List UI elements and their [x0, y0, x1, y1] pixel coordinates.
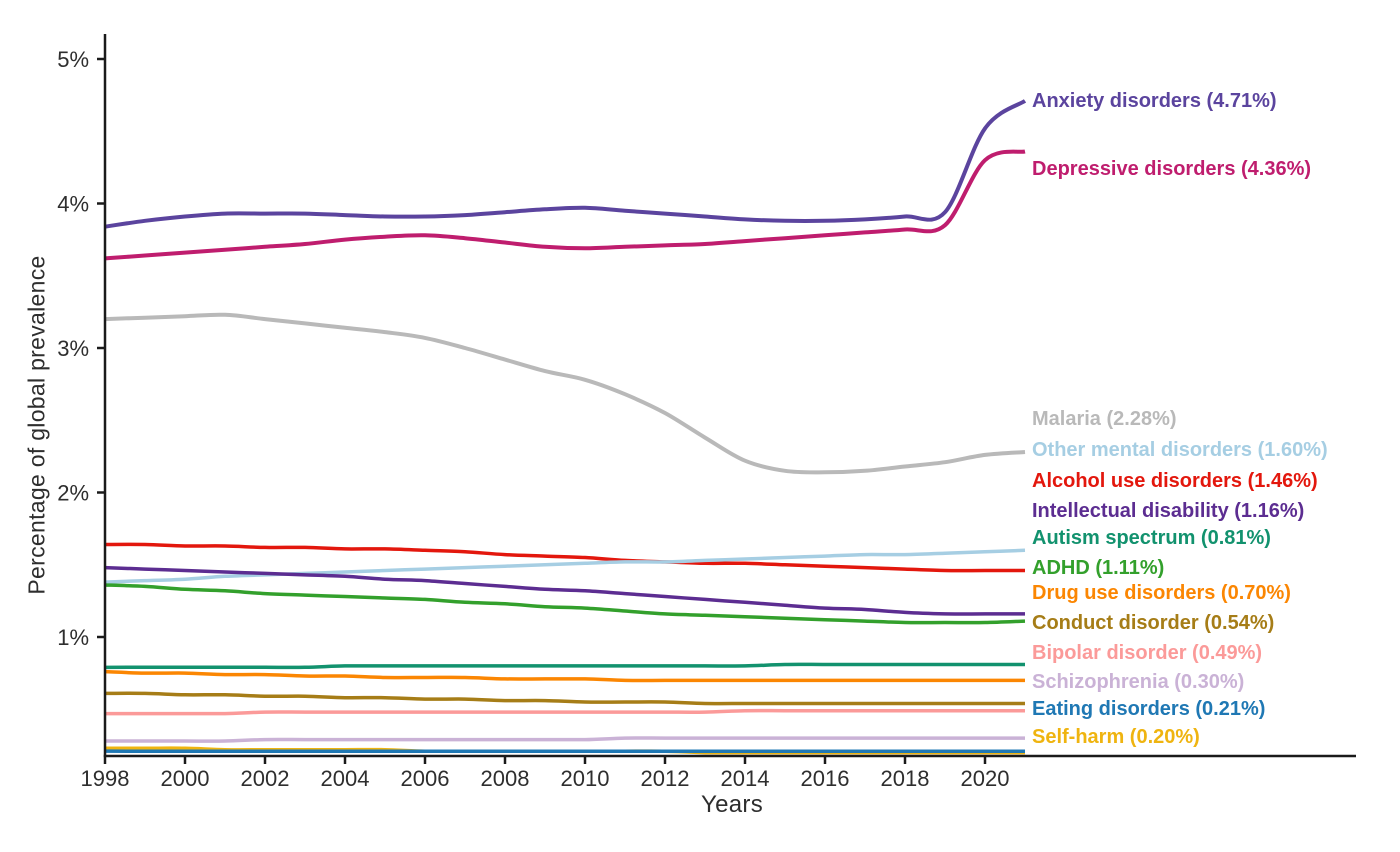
line-conduct-disorder [104, 691, 1025, 706]
x-tick-label-2012: 2012 [641, 766, 690, 791]
x-tick-label-2004: 2004 [321, 766, 370, 791]
series-label-malaria: Malaria (2.28%) [1032, 408, 1177, 430]
y-axis-title: Percentage of global prevalence [23, 255, 50, 595]
line-drug-use-disorders [104, 669, 1025, 683]
x-tick-label-1998: 1998 [81, 766, 130, 791]
series-label-eating-disorders: Eating disorders (0.21%) [1032, 698, 1265, 720]
x-tick-label-2010: 2010 [561, 766, 610, 791]
series-label-drug-use-disorders: Drug use disorders (0.70%) [1032, 582, 1291, 604]
line-bipolar-disorder [104, 708, 1025, 716]
x-tick-label-2020: 2020 [961, 766, 1010, 791]
x-tick-label-2006: 2006 [401, 766, 450, 791]
series-label-schizophrenia: Schizophrenia (0.30%) [1032, 671, 1244, 693]
line-anxiety-disorders [104, 99, 1027, 229]
line-autism-spectrum [104, 662, 1025, 670]
series-label-depressive-disorders: Depressive disorders (4.36%) [1032, 158, 1311, 180]
line-schizophrenia [104, 736, 1025, 743]
x-tick-label-2002: 2002 [241, 766, 290, 791]
series-label-adhd: ADHD (1.11%) [1032, 557, 1164, 579]
series-label-self-harm: Self-harm (0.20%) [1032, 726, 1200, 748]
y-tick-label-1: 1% [57, 625, 89, 650]
series-label-intellectual-disability: Intellectual disability (1.16%) [1032, 500, 1304, 522]
series-label-autism-spectrum: Autism spectrum (0.81%) [1032, 527, 1271, 549]
x-tick-label-2008: 2008 [481, 766, 530, 791]
x-tick-label-2016: 2016 [801, 766, 850, 791]
line-depressive-disorders [104, 149, 1026, 261]
line-intellectual-disability [104, 565, 1025, 616]
series-label-conduct-disorder: Conduct disorder (0.54%) [1032, 612, 1274, 634]
line-adhd [104, 583, 1026, 625]
y-tick-label-2: 2% [57, 481, 89, 506]
x-tick-label-2000: 2000 [161, 766, 210, 791]
y-tick-label-5: 5% [57, 47, 89, 72]
line-malaria [104, 312, 1026, 475]
y-tick-label-4: 4% [57, 192, 89, 217]
series-label-anxiety-disorders: Anxiety disorders (4.71%) [1032, 90, 1277, 112]
series-label-alcohol-use-disorders: Alcohol use disorders (1.46%) [1032, 470, 1318, 492]
x-tick-label-2018: 2018 [881, 766, 930, 791]
y-tick-label-3: 3% [57, 336, 89, 361]
line-alcohol-use-disorders [104, 542, 1025, 573]
x-tick-label-2014: 2014 [721, 766, 770, 791]
series-label-bipolar-disorder: Bipolar disorder (0.49%) [1032, 642, 1262, 664]
series-label-other-mental-disorders: Other mental disorders (1.60%) [1032, 439, 1328, 461]
x-axis-title: Years [701, 791, 763, 818]
